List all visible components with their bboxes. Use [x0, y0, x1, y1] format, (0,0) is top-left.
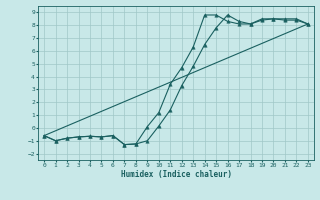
X-axis label: Humidex (Indice chaleur): Humidex (Indice chaleur) — [121, 170, 231, 179]
